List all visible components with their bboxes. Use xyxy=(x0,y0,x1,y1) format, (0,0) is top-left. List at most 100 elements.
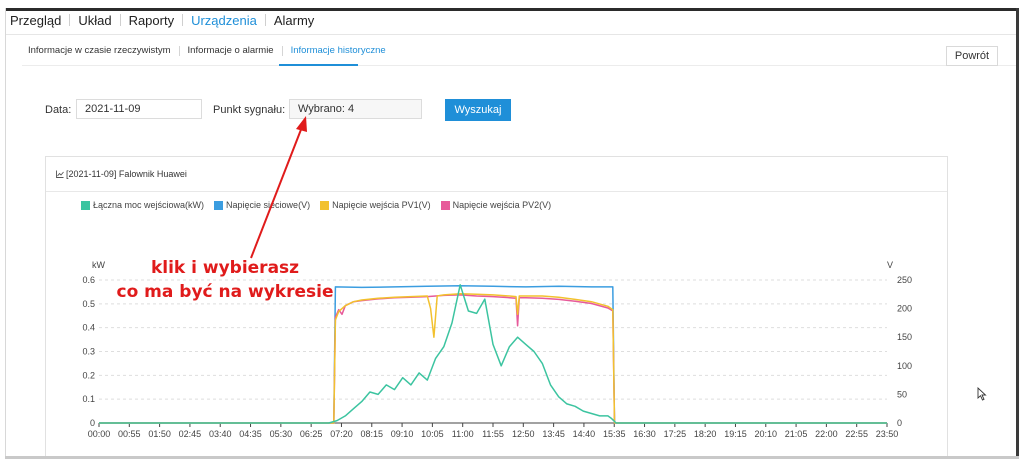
annotation-line-2: co ma być na wykresie xyxy=(116,282,334,302)
chart-legend: Łączna moc wejściowa(kW) Napięcie siecio… xyxy=(81,200,561,210)
x-tick-label: 21:05 xyxy=(785,429,808,439)
chart-panel: [2021-11-09] Falownik Huawei xyxy=(45,156,948,457)
x-tick-label: 17:25 xyxy=(664,429,687,439)
x-tick-label: 22:55 xyxy=(845,429,868,439)
nav-item-devices[interactable]: Urządzenia xyxy=(191,12,257,28)
annotation-arrow-line xyxy=(250,126,303,259)
active-tab-indicator xyxy=(279,64,358,66)
window-frame-bottom xyxy=(5,456,1019,459)
annotation-arrow-head xyxy=(296,116,307,132)
y-right-tick-label: 200 xyxy=(897,304,912,314)
mouse-pointer-icon xyxy=(977,387,987,401)
y-left-tick-label: 0.4 xyxy=(82,323,95,333)
tab-divider xyxy=(281,46,283,56)
tab-divider xyxy=(178,46,180,56)
y-left-tick-label: 0.5 xyxy=(82,299,95,309)
legend-swatch xyxy=(214,200,224,210)
series-line-1 xyxy=(99,284,887,424)
x-tick-label: 00:55 xyxy=(118,429,141,439)
legend-item-pv2-voltage[interactable]: Napięcie wejścia PV2(V) xyxy=(440,200,552,210)
nav-item-layout[interactable]: Układ xyxy=(78,12,112,28)
subtab-separator-line xyxy=(22,65,1016,66)
top-navigation: Przegląd Układ Raporty Urządzenia Alarmy xyxy=(10,12,322,28)
chart-panel-title: [2021-11-09] Falownik Huawei xyxy=(56,169,187,179)
x-tick-label: 16:30 xyxy=(633,429,656,439)
x-tick-label: 10:05 xyxy=(421,429,444,439)
window-frame-top xyxy=(6,8,1018,11)
x-tick-label: 14:40 xyxy=(573,429,596,439)
annotation-text: klik i wybierasz co ma być na wykresie xyxy=(100,256,350,304)
legend-label: Napięcie sieciowe(V) xyxy=(226,200,311,210)
legend-item-grid-voltage[interactable]: Napięcie sieciowe(V) xyxy=(214,200,310,210)
legend-item-pv1-voltage[interactable]: Napięcie wejścia PV1(V) xyxy=(320,200,431,210)
annotation-line-1: klik i wybierasz xyxy=(150,258,300,278)
x-tick-label: 03:40 xyxy=(209,429,232,439)
x-tick-label: 18:20 xyxy=(694,429,717,439)
series-line-0 xyxy=(99,284,887,424)
line-chart-icon xyxy=(56,170,64,178)
y-left-unit-label: kW xyxy=(92,260,106,270)
search-button[interactable]: Wyszukaj xyxy=(445,99,511,121)
legend-swatch xyxy=(440,200,450,210)
nav-item-overview[interactable]: Przegląd xyxy=(10,12,62,28)
y-right-tick-label: 150 xyxy=(897,332,912,342)
signal-point-select[interactable]: Wybrano: 4 xyxy=(289,99,422,119)
window-frame-right xyxy=(1016,8,1019,459)
x-tick-label: 22:00 xyxy=(815,429,838,439)
x-tick-label: 02:45 xyxy=(179,429,202,439)
legend-label: Napięcie wejścia PV1(V) xyxy=(332,200,431,210)
legend-label: Łączna moc wejściowa(kW) xyxy=(93,200,205,210)
nav-separator-line xyxy=(6,34,1016,35)
legend-item-total-power[interactable]: Łączna moc wejściowa(kW) xyxy=(81,200,204,210)
y-left-tick-label: 0.6 xyxy=(82,275,95,285)
y-left-tick-label: 0 xyxy=(90,418,95,428)
y-left-tick-label: 0.2 xyxy=(82,370,95,380)
x-tick-label: 06:25 xyxy=(300,429,323,439)
y-right-tick-label: 0 xyxy=(897,418,902,428)
nav-divider xyxy=(182,14,184,26)
window-frame-left xyxy=(5,8,6,459)
x-tick-label: 20:10 xyxy=(755,429,778,439)
x-tick-label: 05:30 xyxy=(270,429,293,439)
x-tick-label: 08:15 xyxy=(361,429,384,439)
x-tick-label: 12:50 xyxy=(512,429,535,439)
y-left-tick-label: 0.1 xyxy=(82,394,95,404)
x-tick-label: 09:10 xyxy=(391,429,414,439)
nav-divider xyxy=(69,14,71,26)
y-right-unit-label: V xyxy=(887,260,893,270)
x-tick-label: 11:00 xyxy=(452,429,474,439)
series-line-2 xyxy=(99,292,887,424)
x-tick-label: 00:00 xyxy=(88,429,111,439)
y-left-tick-label: 0.3 xyxy=(82,347,95,357)
signal-point-label: Punkt sygnału: xyxy=(213,104,286,116)
legend-label: Napięcie wejścia PV2(V) xyxy=(452,200,552,210)
nav-item-reports[interactable]: Raporty xyxy=(128,12,175,28)
date-input[interactable]: 2021-11-09 xyxy=(76,99,202,119)
x-tick-label: 13:45 xyxy=(542,429,565,439)
chart-title-text: [2021-11-09] Falownik Huawei xyxy=(66,169,187,179)
x-tick-label: 19:15 xyxy=(724,429,747,439)
y-right-tick-label: 100 xyxy=(897,361,912,371)
x-tick-label: 07:20 xyxy=(330,429,353,439)
x-tick-label: 23:50 xyxy=(876,429,899,439)
series-line-3 xyxy=(99,294,887,424)
back-button[interactable]: Powrót xyxy=(946,46,998,66)
nav-item-alarms[interactable]: Alarmy xyxy=(273,12,315,28)
subtab-bar: Informacje w czasie rzeczywistym Informa… xyxy=(28,44,394,58)
tab-alarm-info[interactable]: Informacje o alarmie xyxy=(187,45,274,56)
tab-realtime-info[interactable]: Informacje w czasie rzeczywistym xyxy=(28,45,171,56)
x-tick-label: 01:50 xyxy=(148,429,171,439)
chart-panel-header: [2021-11-09] Falownik Huawei xyxy=(46,157,947,192)
x-tick-label: 15:35 xyxy=(603,429,626,439)
legend-swatch xyxy=(81,200,90,210)
x-tick-label: 11:55 xyxy=(482,429,504,439)
y-right-tick-label: 250 xyxy=(897,275,912,285)
nav-divider xyxy=(264,14,266,26)
legend-swatch xyxy=(320,200,330,210)
date-label: Data: xyxy=(45,104,72,116)
nav-divider xyxy=(119,14,121,26)
tab-history-info[interactable]: Informacje historyczne xyxy=(290,45,386,56)
x-tick-label: 04:35 xyxy=(239,429,262,439)
